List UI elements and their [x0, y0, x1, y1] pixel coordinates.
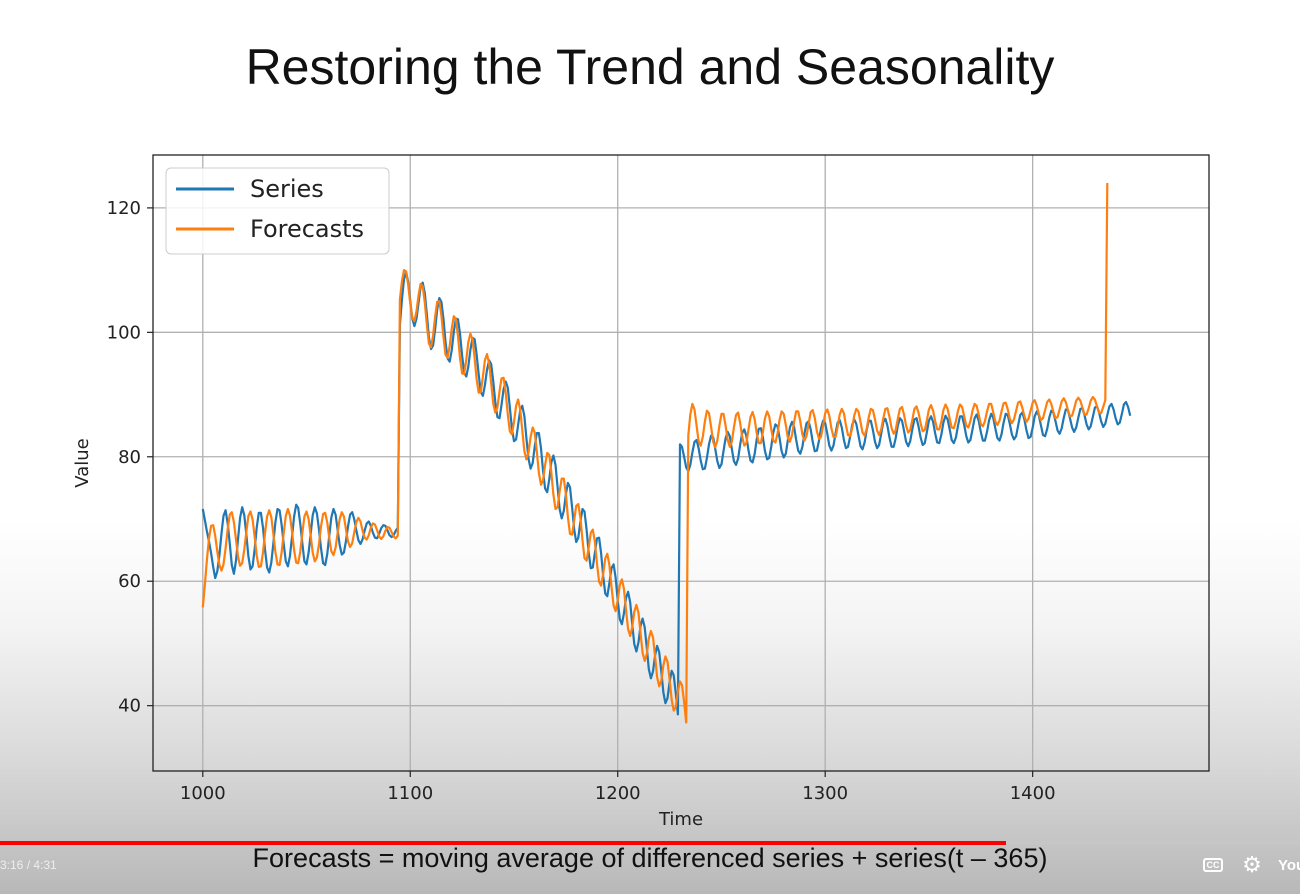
subtitles-button[interactable]: CC — [1200, 852, 1226, 878]
y-tick-label: 80 — [118, 447, 141, 468]
chart-legend: Series Forecasts — [165, 167, 390, 255]
video-progress-bar[interactable] — [0, 841, 1300, 845]
legend-label-forecasts: Forecasts — [250, 215, 364, 243]
y-tick-label: 100 — [107, 322, 141, 343]
slide-caption: Forecasts = moving average of difference… — [252, 843, 1048, 873]
plot-frame — [152, 154, 1210, 772]
gear-icon: ⚙ — [1242, 852, 1262, 877]
settings-button[interactable]: ⚙ — [1238, 852, 1266, 878]
chart-series-layer — [201, 182, 1132, 724]
chart-grid — [153, 155, 1209, 771]
legend-label-series: Series — [250, 175, 324, 203]
video-timecode: 3:16 / 4:31 — [0, 858, 57, 872]
chart-ticks: 1000 1100 1200 1300 1400 40 60 80 100 120 — [107, 198, 1056, 804]
y-axis-label: Value — [72, 438, 93, 487]
x-tick-label: 1200 — [595, 783, 641, 804]
series-line-series — [201, 270, 1132, 716]
cc-icon: CC — [1203, 858, 1223, 872]
youtube-logo-button[interactable]: YouTube — [1278, 852, 1300, 878]
video-progress-fill — [0, 841, 1007, 845]
x-tick-label: 1100 — [387, 783, 433, 804]
y-tick-label: 120 — [107, 198, 141, 219]
youtube-logo-text: YouTube — [1278, 856, 1300, 874]
series-line-forecasts — [201, 182, 1109, 724]
line-chart: 1000 1100 1200 1300 1400 40 60 80 100 120 Time Va… — [72, 154, 1210, 830]
x-axis-label: Time — [658, 809, 703, 830]
x-tick-label: 1300 — [802, 783, 848, 804]
x-tick-label: 1400 — [1010, 783, 1056, 804]
y-tick-label: 40 — [118, 696, 141, 717]
slide-title: Restoring the Trend and Seasonality — [245, 39, 1055, 95]
x-tick-label: 1000 — [180, 783, 226, 804]
y-tick-label: 60 — [118, 571, 141, 592]
